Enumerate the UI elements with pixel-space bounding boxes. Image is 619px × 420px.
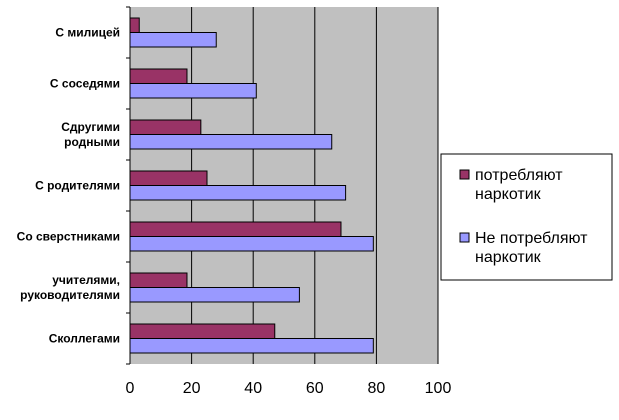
category-label: Сдругими [61,120,120,134]
category-label: Со сверстниками [17,230,120,244]
x-tick-label: 40 [244,380,262,397]
legend-label: Не потребляют [475,230,588,247]
x-tick-label: 60 [306,380,324,397]
bar [129,83,257,99]
bar [129,185,347,201]
category-label: С соседями [50,77,120,91]
bar [129,272,188,288]
legend-label: наркотик [475,249,542,266]
category-label: С родителями [35,179,120,193]
bar [129,323,276,339]
legend: потребляют наркотик Не потребляют наркотик [440,153,613,281]
x-tick-label: 80 [368,380,386,397]
category-label: родными [64,135,120,149]
bar [129,134,333,150]
legend-label: наркотик [475,186,542,203]
x-tick-label: 20 [183,380,201,397]
bar [129,119,202,135]
category-label: руководителями [20,288,120,302]
bar [129,17,140,33]
x-tick-label: 0 [126,380,135,397]
bar [129,338,374,354]
bar [129,221,342,237]
bars [129,17,374,354]
legend-swatch [459,232,470,243]
bar [129,236,374,252]
category-ticks [126,6,130,365]
bar [129,170,208,186]
x-tick-labels: 0 20 40 60 80 100 [126,380,452,397]
legend-label: потребляют [475,167,563,184]
category-label: Сколлегами [49,332,120,346]
legend-swatch [459,169,470,180]
category-label: С милицей [55,26,120,40]
bar [129,68,188,84]
x-tick-label: 100 [425,380,452,397]
bar [129,32,217,48]
category-label: учителями, [52,273,120,287]
bar [129,287,300,303]
